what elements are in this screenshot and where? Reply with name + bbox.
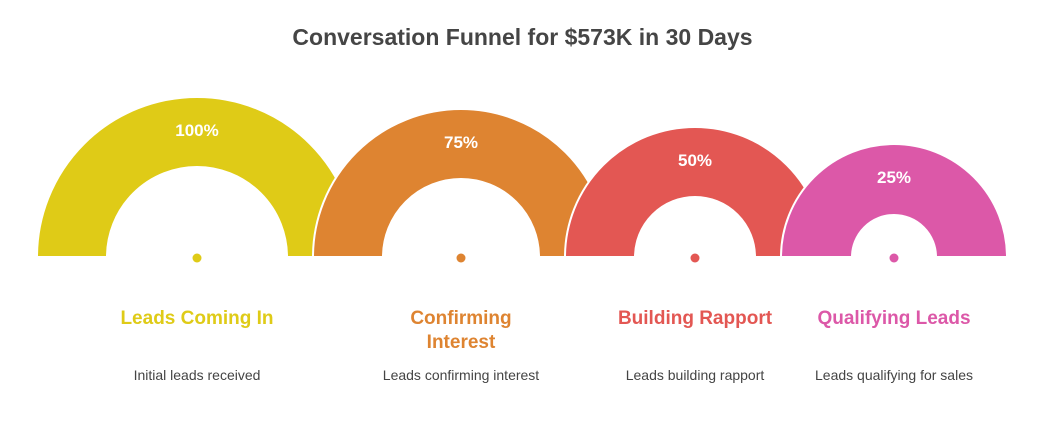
stage-label-4: Qualifying Leads [817,308,971,329]
stage-desc-2: Leads confirming interest [382,367,540,383]
funnel-arc-2 [311,108,611,258]
stage-label-3: Building Rapport [617,308,773,329]
stage-percent-1: 100% [175,121,218,140]
stage-dot-1 [192,253,202,263]
stage-desc-1: Initial leads received [133,367,261,383]
stage-label-2: Confirming Interest [410,308,512,353]
stage-percent-2: 75% [444,133,478,152]
funnel-arc-4 [779,143,1009,258]
stage-desc-3: Leads building rapport [625,367,765,383]
stage-desc-4: Leads qualifying for sales [815,367,973,383]
stage-dot-4 [889,253,899,263]
stage-percent-3: 50% [678,151,712,170]
stage-dot-3 [690,253,700,263]
diagram-title: Conversation Funnel for $573K in 30 Days [292,24,753,50]
stage-label-1: Leads Coming In [120,308,274,329]
stage-percent-4: 25% [877,168,911,187]
stage-dot-2 [456,253,466,263]
